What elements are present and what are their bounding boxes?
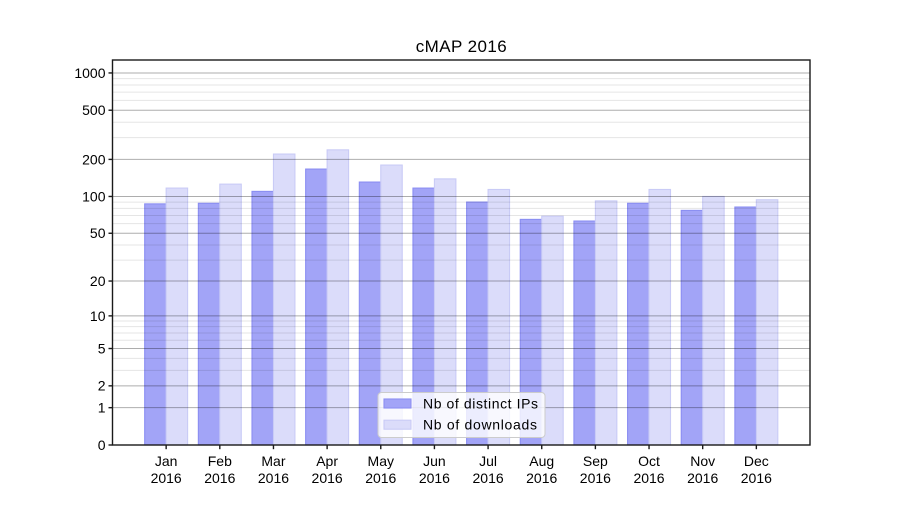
svg-text:100: 100	[82, 188, 106, 204]
svg-text:200: 200	[82, 151, 106, 167]
svg-text:0: 0	[98, 437, 106, 453]
svg-text:Nb of downloads: Nb of downloads	[423, 417, 537, 433]
svg-text:2016: 2016	[580, 470, 611, 486]
svg-text:2016: 2016	[419, 470, 450, 486]
svg-text:500: 500	[82, 102, 106, 118]
svg-text:1000: 1000	[74, 65, 105, 81]
svg-text:Aug: Aug	[529, 453, 554, 469]
svg-text:Nb of distinct IPs: Nb of distinct IPs	[423, 396, 538, 412]
svg-text:2016: 2016	[204, 470, 235, 486]
svg-text:2016: 2016	[365, 470, 396, 486]
svg-text:2016: 2016	[741, 470, 772, 486]
svg-text:May: May	[368, 453, 394, 469]
svg-text:2016: 2016	[473, 470, 504, 486]
svg-text:2016: 2016	[258, 470, 289, 486]
svg-text:Oct: Oct	[638, 453, 660, 469]
svg-text:Mar: Mar	[261, 453, 285, 469]
svg-text:Jul: Jul	[479, 453, 497, 469]
svg-text:10: 10	[90, 308, 106, 324]
svg-text:cMAP 2016: cMAP 2016	[416, 37, 507, 56]
svg-text:Feb: Feb	[208, 453, 232, 469]
svg-text:2016: 2016	[526, 470, 557, 486]
svg-text:5: 5	[98, 340, 106, 356]
svg-text:2016: 2016	[312, 470, 343, 486]
svg-text:2: 2	[98, 378, 106, 394]
svg-text:Jun: Jun	[423, 453, 446, 469]
svg-text:Jan: Jan	[155, 453, 178, 469]
svg-text:50: 50	[90, 225, 106, 241]
svg-text:2016: 2016	[687, 470, 718, 486]
svg-text:1: 1	[98, 400, 106, 416]
svg-text:2016: 2016	[633, 470, 664, 486]
svg-text:Sep: Sep	[583, 453, 608, 469]
svg-text:2016: 2016	[151, 470, 182, 486]
svg-text:Nov: Nov	[690, 453, 715, 469]
svg-text:Dec: Dec	[744, 453, 769, 469]
svg-text:20: 20	[90, 273, 106, 289]
svg-text:Apr: Apr	[316, 453, 338, 469]
